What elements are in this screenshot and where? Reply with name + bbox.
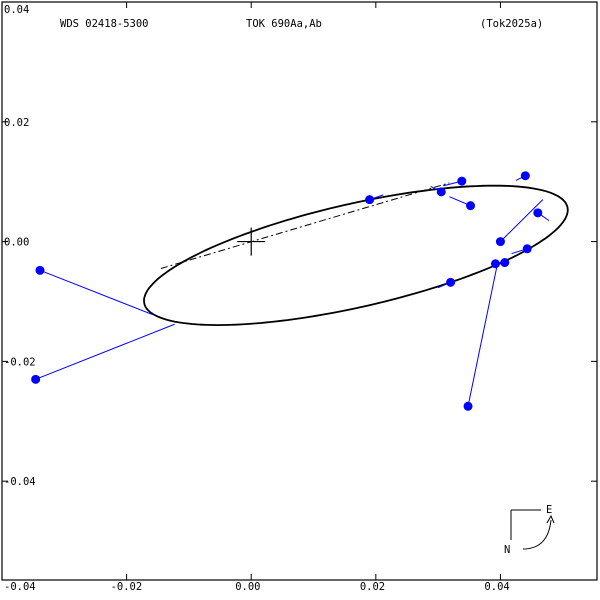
y-tick-label: -0.02 (4, 356, 36, 368)
observation-point (533, 208, 543, 218)
observation-point (490, 259, 500, 269)
compass-east-label: E (546, 504, 552, 516)
observation-point (500, 258, 510, 268)
header-center: TOK 690Aa,Ab (246, 18, 322, 30)
compass-north-label: N (504, 544, 510, 556)
observation-point (463, 401, 473, 411)
observation-point (446, 277, 456, 287)
plot-frame (1, 1, 598, 581)
residual-line (35, 323, 175, 380)
compass-axes (510, 509, 541, 540)
residual-line (467, 264, 498, 407)
observation-point (35, 265, 45, 275)
line-of-nodes (160, 182, 450, 270)
compass-arrow (522, 519, 552, 550)
compass-arrowhead (546, 514, 555, 524)
y-tick-label: -0.04 (4, 476, 36, 488)
compass-rose: E N (504, 504, 555, 556)
orbit-layer (143, 182, 569, 327)
observation-point (520, 171, 530, 181)
x-tick-label: 0.04 (484, 581, 509, 593)
residual-lines (35, 175, 550, 407)
observation-point (495, 237, 505, 247)
observation-point (457, 176, 467, 186)
x-tick-label: -0.02 (111, 581, 143, 593)
orbit-ellipse (143, 184, 569, 327)
y-tick-label: 0.00 (4, 237, 29, 249)
observation-point (31, 374, 41, 384)
residual-line (39, 269, 153, 316)
observation-point (522, 244, 532, 254)
x-tick-label: 0.02 (360, 581, 385, 593)
residual-line (500, 199, 544, 242)
header-left: WDS 02418-5300 (60, 18, 149, 30)
observation-points (31, 171, 543, 411)
observation-point (436, 187, 446, 197)
x-tick-label: -0.04 (4, 581, 36, 593)
y-tick-label: 0.04 (4, 4, 29, 16)
header-right: (Tok2025a) (480, 18, 543, 30)
observation-point (365, 195, 375, 205)
x-tick-label: 0.00 (235, 581, 260, 593)
observation-point (466, 201, 476, 211)
y-tick-label: 0.02 (4, 117, 29, 129)
